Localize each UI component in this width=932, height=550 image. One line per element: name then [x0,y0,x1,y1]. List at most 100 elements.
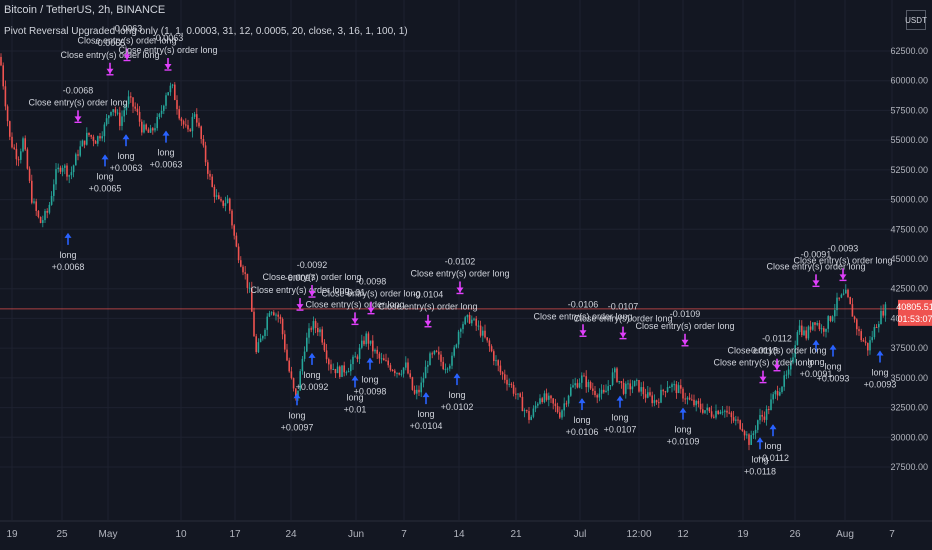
close-signal: Close entry(s) order long -0.0092 [262,260,362,298]
candle [101,131,103,142]
long-signal: long +0.0091 [800,339,832,379]
candle [640,382,642,397]
candle [341,365,343,378]
candle [882,304,884,318]
candle [706,403,708,415]
candle [160,105,163,118]
candle [790,357,792,376]
candle [699,398,702,413]
candle [605,384,607,393]
candle [631,380,634,394]
currency-button[interactable]: USDT [905,10,927,30]
candle [167,92,169,96]
long-label: long [871,368,888,378]
candle [673,380,675,391]
candle [680,379,682,394]
candle [479,320,482,338]
candle [548,392,550,407]
candle [873,324,876,340]
candle [858,326,860,336]
long-label: long [157,148,174,158]
close-label: Close entry(s) order long [635,321,734,331]
candle [352,354,354,370]
candle [561,409,563,420]
candle [585,370,587,393]
candle [655,399,658,405]
long-signal: long +0.0104 [410,392,442,431]
candle [97,135,99,147]
candle [781,386,783,394]
candle [123,103,125,123]
candle [66,163,68,181]
long-pnl: +0.0097 [281,422,314,432]
candle [695,399,697,412]
y-tick-label: 47500.00 [890,224,928,234]
candle [361,334,363,350]
candle [409,369,411,379]
long-signal: long +0.0063 [110,134,142,173]
close-pnl: -0.0091 [801,249,832,259]
candle [319,327,321,337]
candle [105,114,108,127]
candle [431,351,433,359]
candle [611,368,614,387]
candle [682,387,684,402]
candle [143,120,145,134]
long-label: long [573,415,590,425]
candle [86,127,88,146]
close-pnl: -0.01 [345,287,366,297]
candle [446,367,449,373]
candle [229,197,231,214]
candle [730,411,733,424]
candle [202,135,205,148]
close-signal: Close entry(s) order long -0.0068 [28,85,128,124]
candle [358,343,361,364]
candle [163,104,165,115]
close-label: Close entry(s) order long [262,272,361,282]
candle [616,366,618,383]
candle [515,387,517,400]
candle [517,393,519,400]
candle [233,223,235,240]
candle [457,329,460,349]
candle [218,192,220,200]
close-label: Close entry(s) order long [793,255,892,265]
x-tick-label: Aug [836,529,854,540]
candle [737,416,739,424]
candle [211,174,213,188]
close-pnl: -0.0092 [297,260,328,270]
candle [444,363,447,374]
candle [292,377,295,392]
candle [26,147,29,170]
candle [248,282,251,293]
x-tick-label: 7 [401,529,407,540]
candle [466,314,469,323]
candle [589,380,592,390]
candle [257,338,260,354]
candle [312,316,315,336]
candle [383,354,385,361]
candle [660,384,662,404]
close-label: Close entry(s) order long [321,289,420,299]
candle [209,170,211,181]
candle [647,386,649,399]
close-signal: Close entry(s) order long -0.0063 [77,24,177,62]
close-pnl: -0.0097 [285,273,316,283]
candle [28,166,31,184]
close-signal: Close entry(s) order long -0.01 [305,287,405,326]
x-tick-label: 19 [6,529,18,540]
candle [46,208,48,219]
y-tick-label: 30000.00 [890,432,928,442]
candle [867,342,869,356]
candle [182,119,185,129]
candle [783,371,785,391]
candle [165,92,167,110]
candle [158,112,161,120]
y-tick-label: 35000.00 [890,373,928,383]
close-signal: Close entry(s) order long -0.0091 [766,249,866,288]
candle [213,184,216,203]
candle [504,369,506,384]
candle [559,406,561,420]
candle [334,368,337,378]
